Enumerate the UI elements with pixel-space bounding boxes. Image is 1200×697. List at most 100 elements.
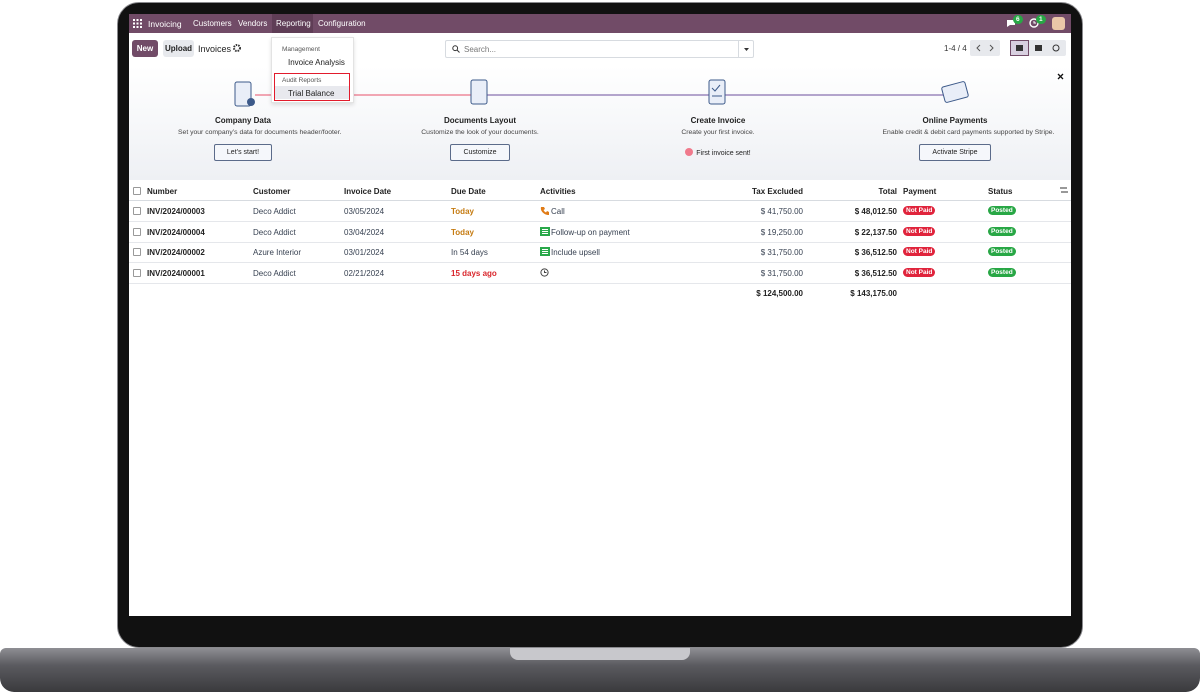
status-badge: Posted (988, 206, 1016, 215)
activity-icon[interactable] (540, 226, 550, 238)
column-header[interactable]: Due Date (451, 187, 486, 196)
onboarding-graphics (234, 73, 1064, 107)
highlight-box (274, 73, 350, 101)
gear-icon[interactable] (233, 44, 241, 52)
status-badge: Posted (988, 226, 1016, 236)
activity-icon[interactable] (540, 206, 549, 217)
due-date: Today (451, 207, 474, 216)
laptop-notch (510, 648, 690, 660)
invoice-date: 02/21/2024 (344, 268, 385, 278)
due-date: Today (451, 227, 474, 237)
customer: Deco Addict (253, 227, 296, 237)
pager: 1-4 / 4 (944, 44, 967, 53)
activity: Follow-up on payment (551, 227, 630, 237)
table-row[interactable]: INV/2024/00003 Deco Addict 03/05/2024 Today… (129, 201, 1071, 222)
checkbox[interactable] (133, 187, 141, 195)
column-header[interactable]: Tax Excluded (752, 187, 803, 196)
step-title: Company Data (214, 116, 271, 125)
customer: Deco Addict (253, 268, 296, 278)
tax-excluded: $ 31,750.00 (760, 248, 803, 257)
apps-icon[interactable] (133, 19, 142, 28)
checkbox[interactable] (133, 207, 141, 215)
search-toggle[interactable] (738, 41, 754, 57)
step-description: Customize the look of your documents. (421, 129, 539, 136)
due-date: 15 days ago (451, 268, 497, 278)
activity-badge: 1 (1036, 15, 1046, 24)
tax-excluded: $ 31,750.00 (760, 268, 803, 278)
invoice-number: INV/2024/00001 (147, 268, 205, 278)
search-box[interactable]: Search... (445, 40, 754, 58)
step-title: Documents Layout (443, 116, 516, 125)
total-tax-excluded: $ 124,500.00 (756, 289, 803, 298)
menu-item[interactable]: Reporting (276, 19, 311, 28)
status-badge: Posted (988, 267, 1016, 277)
onboarding-step: Create Invoice Create your first invoice.… (628, 116, 808, 157)
new-button[interactable]: New (132, 40, 158, 57)
payment-badge: Not Paid (903, 267, 936, 277)
total: $ 22,137.50 (854, 227, 897, 237)
onboarding-step: Company Data Set your company’s data for … (153, 116, 342, 161)
checkbox[interactable] (133, 227, 141, 236)
column-header[interactable]: Total (878, 187, 897, 196)
table-row[interactable]: INV/2024/00004 Deco Addict 03/04/2024 Today… (129, 222, 1071, 243)
dropdown-header: Management (282, 46, 320, 53)
status-text: First invoice sent! (696, 149, 751, 157)
invoice-date: 03/04/2024 (344, 227, 385, 237)
table-header: Number Customer Invoice Date Due Date Activi… (129, 181, 1071, 201)
checkbox[interactable] (133, 248, 141, 256)
total: $ 36,512.50 (854, 248, 897, 257)
reporting-dropdown: Management Invoice Analysis Audit Report… (271, 37, 354, 103)
optional-columns-icon[interactable] (1060, 186, 1068, 194)
view-switcher[interactable] (1010, 40, 1066, 56)
column-header[interactable]: Invoice Date (344, 187, 392, 196)
pager-buttons[interactable] (970, 40, 1000, 56)
step-description: Create your first invoice. (681, 129, 755, 136)
step-description: Enable credit & debit card payments supp… (882, 129, 1055, 136)
total: $ 48,012.50 (854, 207, 897, 216)
column-header[interactable]: Activities (540, 187, 576, 196)
step-button[interactable]: Customize (450, 143, 510, 161)
activity-icon[interactable] (540, 267, 549, 279)
table-row[interactable]: INV/2024/00001 Deco Addict 02/21/2024 15 da… (129, 263, 1071, 284)
tax-excluded: $ 41,750.00 (760, 207, 803, 216)
upload-button[interactable]: Upload (163, 40, 194, 57)
dropdown-item[interactable]: Trial Balance (288, 89, 335, 98)
search-icon (452, 45, 460, 53)
menu-item[interactable]: Configuration (318, 19, 366, 28)
column-header[interactable]: Customer (253, 187, 291, 196)
navbar: Invoicing Customers Vendors Reporting Co… (129, 14, 1071, 33)
customer: Azure Interior (253, 248, 302, 257)
payment-badge: Not Paid (903, 226, 936, 236)
onboarding-step: Documents Layout Customize the look of yo… (390, 116, 570, 161)
app-name[interactable]: Invoicing (148, 19, 182, 29)
activity-icon[interactable] (540, 247, 550, 258)
step-description: Set your company’s data for documents he… (178, 129, 342, 136)
activity: Include upsell (551, 248, 600, 257)
invoice-number: INV/2024/00002 (147, 248, 205, 257)
column-header[interactable]: Payment (903, 187, 937, 196)
step-title: Create Invoice (690, 116, 746, 125)
item-highlight (274, 86, 349, 99)
checkbox[interactable] (133, 268, 141, 277)
table-row[interactable]: INV/2024/00002 Azure Interior 03/01/2024 In… (129, 242, 1071, 263)
menu-item[interactable]: Vendors (238, 19, 268, 28)
menu-item[interactable]: Customers (193, 19, 232, 28)
table-body: INV/2024/00003 Deco Addict 03/05/2024 Today… (129, 201, 1071, 285)
avatar[interactable] (1052, 17, 1065, 30)
invoice-date: 03/05/2024 (344, 207, 385, 216)
step-status: First invoice sent! (628, 147, 808, 157)
payment-badge: Not Paid (903, 206, 936, 215)
invoice-date: 03/01/2024 (344, 248, 385, 257)
step-title: Online Payments (922, 116, 988, 125)
due-date: In 54 days (451, 248, 488, 257)
total: $ 36,512.50 (854, 268, 897, 278)
column-header[interactable]: Number (147, 187, 178, 196)
customer: Deco Addict (253, 207, 296, 216)
column-header[interactable]: Status (988, 187, 1013, 196)
search-placeholder: Search... (464, 45, 497, 54)
step-button[interactable]: Activate Stripe (919, 143, 991, 161)
step-button[interactable]: Let’s start! (213, 143, 273, 161)
dropdown-item[interactable]: Invoice Analysis (288, 58, 345, 67)
active-menu-bg (272, 14, 313, 33)
